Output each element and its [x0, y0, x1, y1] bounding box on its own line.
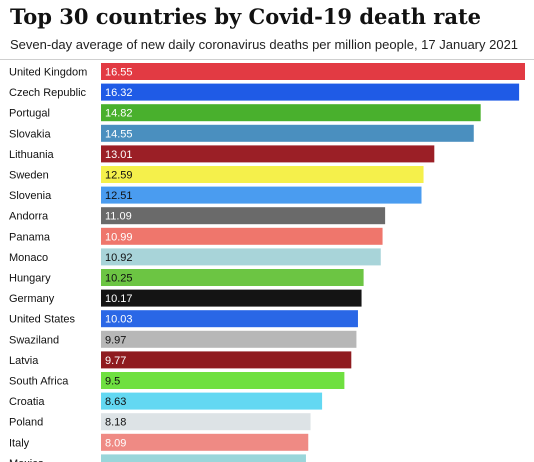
category-label: Mexico — [9, 458, 44, 462]
category-label: Panama — [9, 231, 51, 243]
value-label: 13.01 — [105, 149, 133, 161]
bar — [101, 269, 364, 286]
category-label: Swaziland — [9, 334, 59, 346]
value-label: 8.18 — [105, 417, 126, 429]
category-label: Slovenia — [9, 190, 52, 202]
bar — [101, 166, 424, 183]
value-label: 10.17 — [105, 293, 133, 305]
category-label: Germany — [9, 293, 55, 305]
value-label: 14.55 — [105, 128, 133, 140]
title-divider — [0, 59, 534, 60]
bar — [101, 330, 357, 348]
value-label: 11.09 — [105, 211, 132, 223]
bar — [101, 248, 381, 266]
value-label: 9.97 — [105, 334, 126, 346]
bar — [101, 392, 323, 410]
bar — [101, 289, 362, 307]
bar — [101, 124, 474, 142]
category-label: Andorra — [9, 211, 49, 223]
bar — [101, 227, 383, 245]
category-label: South Africa — [9, 376, 69, 388]
bar — [101, 413, 311, 431]
category-label: Hungary — [9, 273, 51, 285]
value-label: 12.51 — [105, 190, 133, 202]
category-label: Poland — [9, 417, 43, 429]
bar — [101, 433, 309, 451]
category-label: Sweden — [9, 170, 49, 182]
value-label: 8.63 — [105, 396, 126, 408]
value-label: 8.09 — [105, 437, 126, 449]
bar — [101, 186, 422, 204]
value-label: 14.82 — [105, 108, 133, 120]
bar — [101, 454, 306, 462]
bar — [101, 372, 345, 389]
bar — [101, 63, 525, 80]
category-label: Lithuania — [9, 149, 55, 161]
category-label: United Kingdom — [9, 67, 87, 79]
category-label: Czech Republic — [9, 87, 87, 99]
value-label: 10.92 — [105, 252, 133, 264]
category-label: Latvia — [9, 355, 39, 367]
value-label: 10.03 — [105, 314, 133, 326]
category-label: Portugal — [9, 108, 50, 120]
chart-subtitle: Seven-day average of new daily coronavir… — [10, 37, 519, 52]
category-label: United States — [9, 314, 76, 326]
category-label: Croatia — [9, 396, 45, 408]
category-label: Italy — [9, 437, 30, 449]
value-label: 16.32 — [105, 87, 133, 99]
value-label: 9.77 — [105, 355, 126, 367]
bar — [101, 104, 481, 122]
value-label: 9.5 — [105, 376, 120, 388]
value-label: 12.59 — [105, 170, 133, 182]
value-label: 10.99 — [105, 231, 133, 243]
bar — [101, 145, 435, 163]
bar — [101, 351, 352, 369]
chart-title: Top 30 countries by Covid-19 death rate — [10, 4, 482, 29]
bar — [101, 310, 358, 328]
bar — [101, 207, 386, 225]
bar — [101, 83, 520, 101]
category-label: Slovakia — [9, 128, 51, 140]
category-label: Monaco — [9, 252, 48, 264]
value-label: 10.25 — [105, 273, 133, 285]
value-label: 16.55 — [105, 67, 133, 79]
